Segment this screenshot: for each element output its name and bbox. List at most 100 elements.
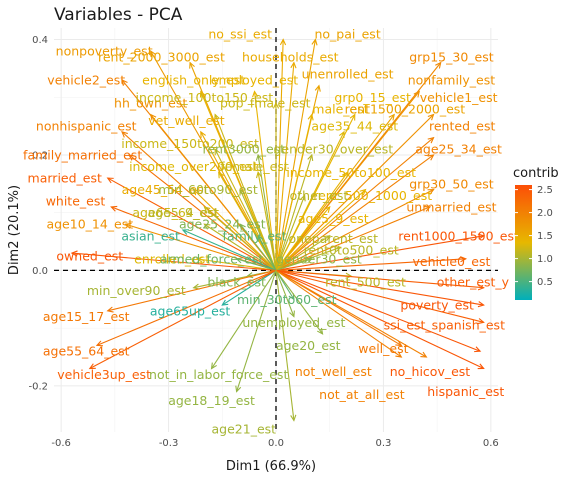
label-age5_9_est: age5_9_est (148, 205, 219, 220)
arrow-age65_64_est (204, 206, 277, 271)
label-age10_14_est: age10_14_est (46, 217, 133, 232)
label-grp0_15_est: grp0_15_est (334, 90, 411, 105)
legend-title: contrib (513, 166, 559, 181)
label-rent1000_1500_est: rent1000_1500_est (398, 228, 519, 243)
arrow-rent1000_1500_est (275, 235, 484, 271)
arrow-vehicle3up_est (89, 269, 277, 370)
label-not_well_est: not_well_est (295, 364, 372, 379)
arrowhead-grp30_50_est (427, 189, 435, 195)
arrowhead-age55_64_est (95, 340, 103, 347)
arrowhead-male_est (307, 113, 314, 121)
arrowhead-grp0_15_est (349, 113, 356, 121)
label-income_50to100_est: income_50to100_est (286, 165, 416, 180)
arrowhead-oneparent_est (323, 235, 331, 242)
arrowhead-nonhispanic_est (121, 131, 128, 138)
arrowhead-age65_64_est (203, 206, 211, 213)
arrow-no_hicov_est (275, 269, 481, 352)
arrow-no_pai_est (275, 39, 316, 271)
label-rent_2000_3000_est: rent_2000_3000_est (98, 49, 225, 64)
arrow-income_over200_est (218, 172, 277, 271)
label-rent0to500_est: rent0to500_est (304, 243, 399, 258)
label-age20_est: age20_est (276, 338, 341, 353)
arrowhead-min_30to60_est (288, 293, 295, 301)
legend: contrib 0.5 1.0 1.5 2.0 2.5 (513, 166, 559, 300)
arrowhead-pop_fmale_est (272, 101, 280, 109)
chart-title: Variables - PCA (54, 5, 183, 25)
arrowhead-no_ssi_est (279, 38, 287, 46)
label-armed_force_est: armed_force_est (160, 251, 264, 266)
legend-tick-label: 2.0 (537, 208, 553, 219)
arrowhead-age5_9_est (203, 223, 211, 230)
arrow-age5_9_est (204, 223, 277, 271)
label-vehicle0_est: vehicle0_est (413, 254, 491, 269)
arrow-age55_64_est (96, 269, 277, 346)
arrow-age25_34_est (275, 154, 434, 271)
arrowhead-age25_34_est (427, 154, 435, 161)
legend-colorbar (515, 185, 532, 300)
arrowhead-income_50to100_est (342, 171, 349, 179)
label-vet_well_est: vet_well_est (148, 113, 225, 128)
arrow-households_est (275, 62, 295, 271)
arrowhead-gender30_over_est (307, 153, 314, 161)
x-axis-label: Dim1 (66.9%) (226, 459, 316, 474)
arrowhead-age21_est (290, 414, 297, 422)
y-tick-label: -0.2 (28, 381, 48, 392)
arrowhead-gender30_est (305, 257, 314, 264)
label-age55_64_est: age55_64_est (43, 344, 130, 359)
arrowhead-vet_well_est (200, 130, 206, 138)
label-nonhispanic_est: nonhispanic_est (36, 119, 137, 134)
arrow-no_ssi_est (275, 39, 284, 271)
arrows (70, 38, 485, 422)
label-not_in_labor_force_est: not_in_labor_force_est (149, 367, 288, 382)
arrow-income_50to100_est (275, 171, 349, 271)
arrow-income_100to150_est (214, 114, 277, 271)
arrow-age35_44_est (275, 131, 345, 271)
arrowhead-age10_14_est (124, 222, 132, 229)
arrow-poverty_est (275, 269, 484, 306)
arrowhead-vehicle3up_est (88, 363, 96, 370)
arrowhead-other_est_y (477, 284, 485, 291)
arrowhead-family_est (257, 234, 264, 242)
label-family_est: family_est (223, 228, 287, 243)
arrow-age5_9_est (275, 206, 331, 271)
label-employed_est: employed_est (211, 72, 298, 87)
legend-tick-label: 2.5 (537, 185, 553, 196)
arrow-gender30_over_est (275, 154, 313, 271)
label-age65up_est: age65up_est (150, 303, 231, 318)
arrow-english_only_est (200, 91, 277, 271)
arrow-ssi_est_spanish_est (275, 269, 484, 323)
label-age21_est: age21_est (212, 422, 277, 437)
arrowhead-english_only_est (199, 90, 206, 98)
label-nonpoverty_est: nonpoverty_est (56, 44, 153, 59)
arrow-nonfamily_est (275, 91, 420, 271)
arrowhead-unmarried_est (423, 206, 432, 212)
point-labels: no_ssi_est no_pai_est nonpoverty_estrent_2… (23, 26, 519, 436)
y-tick-label: 0.2 (32, 150, 48, 161)
arrow-male_est (275, 114, 313, 271)
label-enrolled_est: enrolled_est (134, 251, 210, 266)
label-rent_500_1000_est: rent_500_1000_est (313, 188, 432, 203)
label-age35_44_est: age35_44_est (311, 119, 398, 134)
arrow-other_est (275, 195, 306, 271)
label-age25_34_est: age25_34_est (415, 142, 502, 157)
arrow-rented_est (275, 137, 434, 271)
arrow-not_at_all_est (275, 269, 427, 358)
label-min_over90_est: min_over90_est (87, 283, 186, 298)
arrow-oneparent_est (275, 235, 331, 271)
arrow-unmarried_est (275, 206, 431, 271)
label-english_only_est: english_only_est (142, 72, 245, 87)
label-other_est: other_est (290, 188, 349, 203)
label-rent_500_est: rent_500_est (325, 274, 406, 289)
arrowhead-unenrolled_est (314, 84, 321, 92)
arrow-married_est (107, 177, 277, 271)
label-other_est_y: other_est_y (437, 274, 510, 289)
label-grp15_30_est: grp15_30_est (409, 49, 494, 64)
arrow-vehicle1_est (275, 114, 434, 271)
label-rented_est: rented_est (429, 119, 495, 134)
arrowhead-hispanic_est (477, 363, 485, 370)
label-hispanic_est: hispanic_est (427, 384, 504, 399)
label-min_30to60_est: min_30to60_est (237, 292, 337, 307)
arrowhead-owned_est (70, 250, 78, 257)
